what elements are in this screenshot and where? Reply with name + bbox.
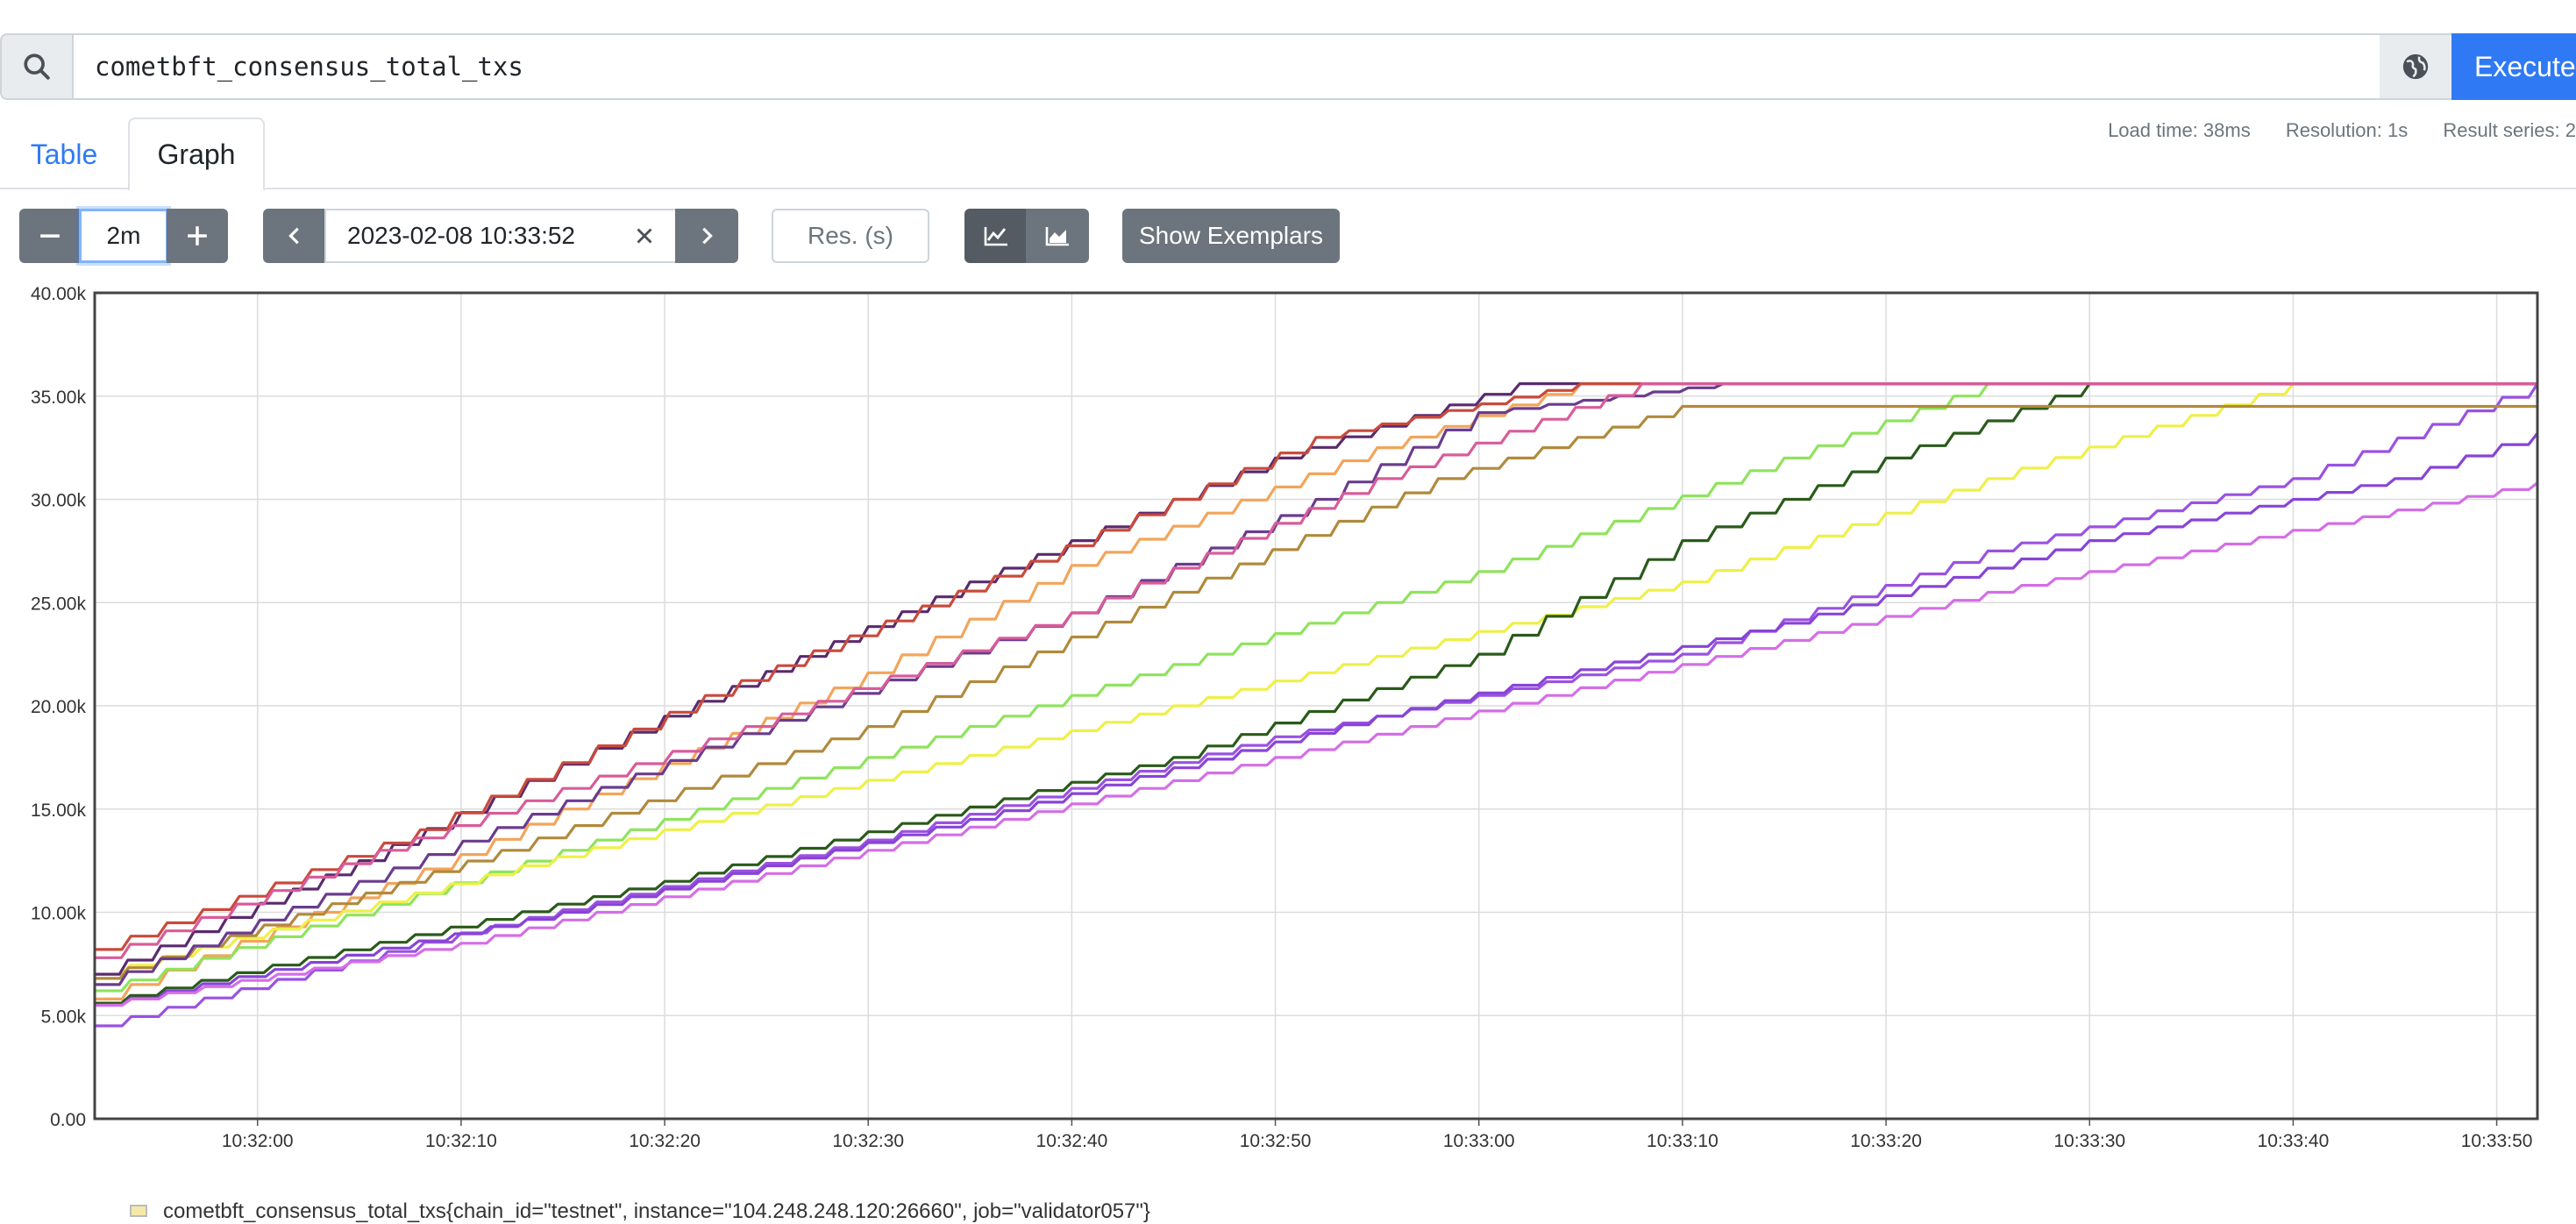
x-tick-label: 10:33:40 xyxy=(2258,1131,2330,1151)
y-tick-label: 10.00k xyxy=(31,904,87,924)
panel-tabs: Table Graph xyxy=(0,117,2576,191)
series-line[interactable] xyxy=(95,481,2538,1007)
series-line[interactable] xyxy=(95,382,2537,959)
x-tick-label: 10:33:10 xyxy=(1647,1131,1719,1151)
tab-graph[interactable]: Graph xyxy=(128,117,265,191)
chart-axes: 0.00 5.00k 10.00k 15.00k 20.00k 25.00k 30.00k 3… xyxy=(31,284,2539,1151)
result-series-stat: Result series: 2 xyxy=(2443,119,2576,141)
x-tick-label: 10:33:20 xyxy=(1850,1131,1922,1151)
area-chart-icon xyxy=(1045,227,1069,246)
tab-table[interactable]: Table xyxy=(30,138,98,170)
y-tick-label: 25.00k xyxy=(31,594,87,614)
query-input[interactable]: cometbft_consensus_total_txs xyxy=(72,33,2381,100)
x-tick-label: 10:32:20 xyxy=(629,1131,701,1151)
increase-range-button[interactable] xyxy=(167,209,228,263)
line-chart-toggle[interactable] xyxy=(964,209,1028,263)
range-input[interactable]: 2m xyxy=(79,209,168,263)
chevron-left-icon xyxy=(288,227,299,245)
metrics-explorer-button[interactable] xyxy=(2380,33,2453,100)
y-tick-label: 30.00k xyxy=(31,491,87,511)
y-tick-label: 35.00k xyxy=(31,388,87,408)
plot-frame xyxy=(93,291,2539,1121)
resolution-stat: Resolution: 1s xyxy=(2285,119,2409,141)
x-tick-label: 10:32:00 xyxy=(222,1131,294,1151)
line-chart-icon xyxy=(984,227,1007,246)
x-tick-label: 10:32:10 xyxy=(425,1131,497,1151)
y-tick-label: 0.00 xyxy=(50,1110,86,1130)
query-stats: Load time: 38ms Resolution: 1s Result se… xyxy=(2078,119,2576,142)
x-tick-label: 10:33:50 xyxy=(2461,1131,2533,1151)
x-tick-label: 10:32:40 xyxy=(1036,1131,1108,1151)
series-line[interactable] xyxy=(95,432,2539,1007)
show-exemplars-button[interactable]: Show Exemplars xyxy=(1122,209,1340,263)
execute-button[interactable]: Execute xyxy=(2451,33,2576,100)
y-tick-label: 20.00k xyxy=(31,697,87,717)
clear-end-time-button[interactable] xyxy=(614,209,675,263)
search-icon xyxy=(24,53,50,80)
stacked-chart-toggle[interactable] xyxy=(1026,209,1089,263)
x-tick-label: 10:33:00 xyxy=(1443,1131,1515,1151)
end-time-back-button[interactable] xyxy=(263,209,326,263)
search-icon-button[interactable] xyxy=(0,33,74,100)
chart-series[interactable] xyxy=(95,382,2539,1028)
x-tick-label: 10:33:30 xyxy=(2053,1131,2125,1151)
chevron-right-icon xyxy=(702,227,713,245)
y-tick-label: 40.00k xyxy=(31,284,87,304)
series-line[interactable] xyxy=(95,404,2537,980)
legend-label[interactable]: cometbft_consensus_total_txs{chain_id="t… xyxy=(163,1199,1150,1223)
legend-swatch[interactable] xyxy=(130,1205,147,1217)
y-tick-label: 15.00k xyxy=(31,801,87,821)
close-icon xyxy=(637,228,652,244)
x-tick-label: 10:32:50 xyxy=(1240,1131,1312,1151)
y-tick-label: 5.00k xyxy=(41,1007,87,1027)
plus-icon xyxy=(188,226,207,246)
minus-icon xyxy=(40,234,60,238)
chart-grid xyxy=(95,292,2537,1120)
x-tick-label: 10:32:30 xyxy=(832,1131,904,1151)
time-series-chart[interactable]: 0.00 5.00k 10.00k 15.00k 20.00k 25.00k 30.00k 3… xyxy=(0,281,2576,1157)
globe-icon xyxy=(2402,53,2429,80)
end-time-forward-button[interactable] xyxy=(675,209,738,263)
load-time: Load time: 38ms xyxy=(2108,119,2251,141)
decrease-range-button[interactable] xyxy=(19,209,81,263)
resolution-input[interactable]: Res. (s) xyxy=(772,209,929,263)
series-line[interactable] xyxy=(95,382,2537,976)
